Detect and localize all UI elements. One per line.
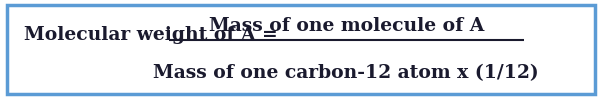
Text: Mass of one molecule of A: Mass of one molecule of A <box>208 17 484 35</box>
Text: Molecular weight of A =: Molecular weight of A = <box>24 26 278 44</box>
Text: Mass of one carbon-12 atom x (1/12): Mass of one carbon-12 atom x (1/12) <box>154 64 539 82</box>
FancyBboxPatch shape <box>7 5 595 94</box>
